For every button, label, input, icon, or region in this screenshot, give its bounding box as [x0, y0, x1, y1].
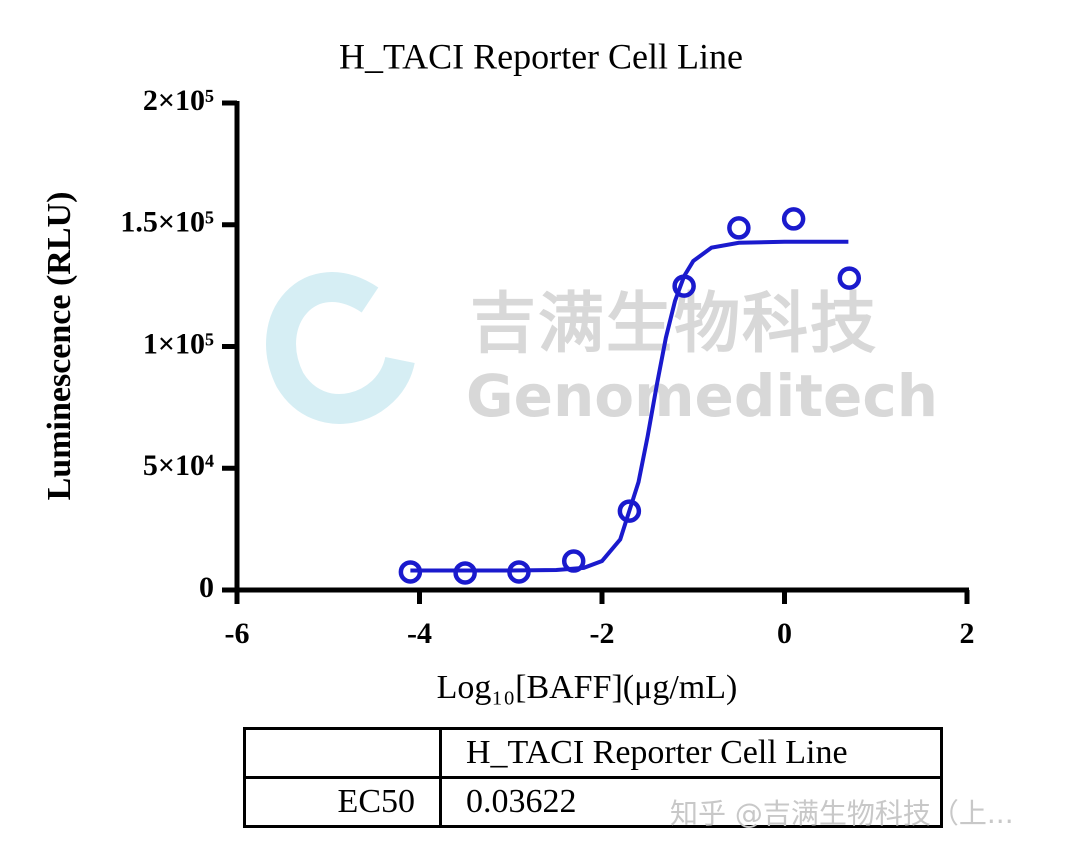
- y-tick-label: 1×10⁵: [143, 327, 214, 360]
- row-label: EC50: [243, 776, 442, 828]
- watermark-en: Genomeditech: [466, 362, 938, 430]
- y-tick-label: 1.5×10⁵: [120, 206, 214, 239]
- data-point: [453, 561, 477, 585]
- x-tick-label: -4: [407, 617, 432, 650]
- data-point: [617, 499, 642, 523]
- data-point: [781, 207, 806, 231]
- x-tick-label: -2: [590, 617, 615, 650]
- data-point: [837, 266, 862, 290]
- y-tick-label: 2×10⁵: [143, 84, 214, 117]
- data-point: [507, 560, 531, 584]
- column-header: H_TACI Reporter Cell Line: [439, 727, 943, 779]
- table-corner: [243, 727, 442, 779]
- data-point: [561, 549, 586, 573]
- data-point: [398, 560, 423, 584]
- watermark-footer: 知乎 @吉满生物科技（上...: [670, 797, 1014, 830]
- watermark-logo: [266, 272, 415, 424]
- chart: H_TACI Reporter Cell Line Luminescence (…: [41, 36, 975, 706]
- chart-title: H_TACI Reporter Cell Line: [339, 36, 743, 76]
- data-point: [727, 216, 751, 240]
- x-tick-label: -6: [225, 617, 250, 650]
- x-tick-label: 0: [777, 617, 792, 650]
- x-tick-label: 2: [960, 617, 975, 650]
- y-tick-label: 0: [199, 571, 214, 604]
- y-tick-label: 5×10⁴: [143, 449, 214, 482]
- x-axis-label: Log₁₀[BAFF](μg/mL): [437, 669, 738, 706]
- watermark-cn: 吉满生物科技: [470, 285, 878, 362]
- data-point: [672, 274, 696, 298]
- table-cell: 0.03622: [439, 776, 943, 828]
- result-table: H_TACI Reporter Cell Line EC50 0.03622: [243, 727, 943, 828]
- y-axis-label: Luminescence (RLU): [41, 192, 78, 501]
